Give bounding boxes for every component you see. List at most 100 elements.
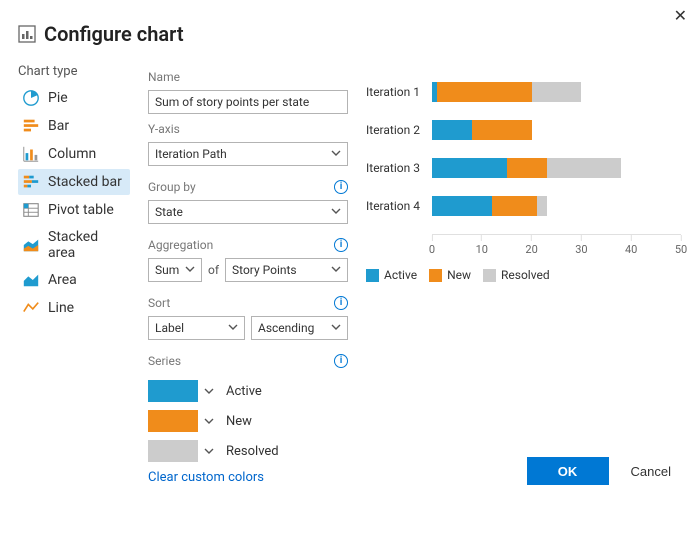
close-icon[interactable]: ✕ <box>674 6 687 25</box>
chevron-down-icon <box>331 317 341 339</box>
column-icon <box>22 145 40 163</box>
sort-field-value: Label <box>155 317 184 339</box>
bar-segment <box>537 196 547 216</box>
chart-type-label-text: Pivot table <box>48 202 114 218</box>
bar-segment <box>472 120 532 140</box>
yaxis-select[interactable]: Iteration Path <box>148 142 348 166</box>
axis-tick: 0 <box>429 235 435 256</box>
bar-segment <box>492 196 537 216</box>
bar-track <box>432 196 681 216</box>
chart-type-label: Chart type <box>18 64 130 79</box>
bar-row: Iteration 2 <box>366 120 681 140</box>
chart-type-bar[interactable]: Bar <box>18 113 130 139</box>
info-icon[interactable]: i <box>334 180 348 194</box>
bar-track <box>432 120 681 140</box>
bar-category-label: Iteration 2 <box>366 123 432 137</box>
field-label-yaxis: Y-axis <box>148 122 348 136</box>
bar-segment <box>507 158 547 178</box>
bar-segment <box>437 82 532 102</box>
name-input[interactable]: Sum of story points per state <box>148 90 348 114</box>
chevron-down-icon <box>204 446 214 456</box>
axis-tick: 40 <box>625 235 637 256</box>
chevron-down-icon <box>331 143 341 165</box>
bar-segment <box>547 158 622 178</box>
legend-item: New <box>429 268 471 282</box>
axis-tick: 20 <box>525 235 537 256</box>
sort-direction-select[interactable]: Ascending <box>251 316 348 340</box>
chart-type-label-text: Pie <box>48 90 68 106</box>
info-icon[interactable]: i <box>334 296 348 310</box>
bar-track <box>432 82 681 102</box>
chart-type-stacked-area[interactable]: Stacked area <box>18 225 130 265</box>
series-color-swatch[interactable] <box>148 380 214 402</box>
chart-type-column[interactable]: Column <box>18 141 130 167</box>
chart-config-icon <box>18 25 36 43</box>
chart-type-pie[interactable]: Pie <box>18 85 130 111</box>
aggregation-field-value: Story Points <box>232 259 297 281</box>
field-label-aggregation: Aggregation <box>148 238 213 252</box>
bar-segment <box>532 82 582 102</box>
bar-category-label: Iteration 1 <box>366 85 432 99</box>
bar-row: Iteration 3 <box>366 158 681 178</box>
axis-tick: 10 <box>476 235 488 256</box>
field-label-series: Series <box>148 354 181 368</box>
series-name: Active <box>226 384 262 399</box>
aggregation-of: of <box>208 263 219 277</box>
name-input-value: Sum of story points per state <box>155 91 309 113</box>
chevron-down-icon <box>204 416 214 426</box>
cancel-button[interactable]: Cancel <box>625 463 677 480</box>
aggregation-func-value: Sum <box>155 259 179 281</box>
bar-segment <box>432 196 492 216</box>
stacked-area-icon <box>22 236 40 254</box>
area-icon <box>22 271 40 289</box>
sort-field-select[interactable]: Label <box>148 316 245 340</box>
series-item: Resolved <box>148 440 348 462</box>
clear-custom-colors-link[interactable]: Clear custom colors <box>148 470 348 485</box>
chevron-down-icon <box>185 259 195 281</box>
bar-segment <box>432 120 472 140</box>
groupby-select-value: State <box>155 201 183 223</box>
line-icon <box>22 299 40 317</box>
bar-segment <box>432 158 507 178</box>
info-icon[interactable]: i <box>334 354 348 368</box>
chart-type-label-text: Stacked area <box>48 229 126 261</box>
bar-row: Iteration 1 <box>366 82 681 102</box>
axis-tick: 30 <box>575 235 587 256</box>
series-color-swatch[interactable] <box>148 410 214 432</box>
stacked-bar-icon <box>22 173 40 191</box>
aggregation-func-select[interactable]: Sum <box>148 258 202 282</box>
bar-category-label: Iteration 4 <box>366 199 432 213</box>
pie-icon <box>22 89 40 107</box>
field-label-sort: Sort <box>148 296 170 310</box>
chart-type-label-text: Stacked bar <box>48 174 122 190</box>
series-name: Resolved <box>226 444 279 459</box>
ok-button[interactable]: OK <box>527 457 609 485</box>
chevron-down-icon <box>331 259 341 281</box>
chart-preview: Iteration 1 Iteration 2 Iteration 3 Iterati… <box>366 82 681 216</box>
yaxis-select-value: Iteration Path <box>155 143 227 165</box>
field-label-name: Name <box>148 70 348 84</box>
bar-category-label: Iteration 3 <box>366 161 432 175</box>
chevron-down-icon <box>228 317 238 339</box>
bar-icon <box>22 117 40 135</box>
info-icon[interactable]: i <box>334 238 348 252</box>
chevron-down-icon <box>204 386 214 396</box>
series-item: Active <box>148 380 348 402</box>
chart-x-axis: 01020304050 <box>432 234 681 260</box>
chart-type-area[interactable]: Area <box>18 267 130 293</box>
bar-track <box>432 158 681 178</box>
chart-type-label-text: Bar <box>48 118 69 134</box>
groupby-select[interactable]: State <box>148 200 348 224</box>
chart-legend: ActiveNewResolved <box>366 268 681 282</box>
chart-type-stacked-bar[interactable]: Stacked bar <box>18 169 130 195</box>
chart-type-label-text: Area <box>48 272 77 288</box>
aggregation-field-select[interactable]: Story Points <box>225 258 348 282</box>
series-color-swatch[interactable] <box>148 440 214 462</box>
axis-tick: 50 <box>675 235 687 256</box>
bar-row: Iteration 4 <box>366 196 681 216</box>
legend-item: Resolved <box>483 268 550 282</box>
chart-type-pivot-table[interactable]: Pivot table <box>18 197 130 223</box>
chart-type-line[interactable]: Line <box>18 295 130 321</box>
series-name: New <box>226 414 252 429</box>
chart-type-label-text: Line <box>48 300 74 316</box>
